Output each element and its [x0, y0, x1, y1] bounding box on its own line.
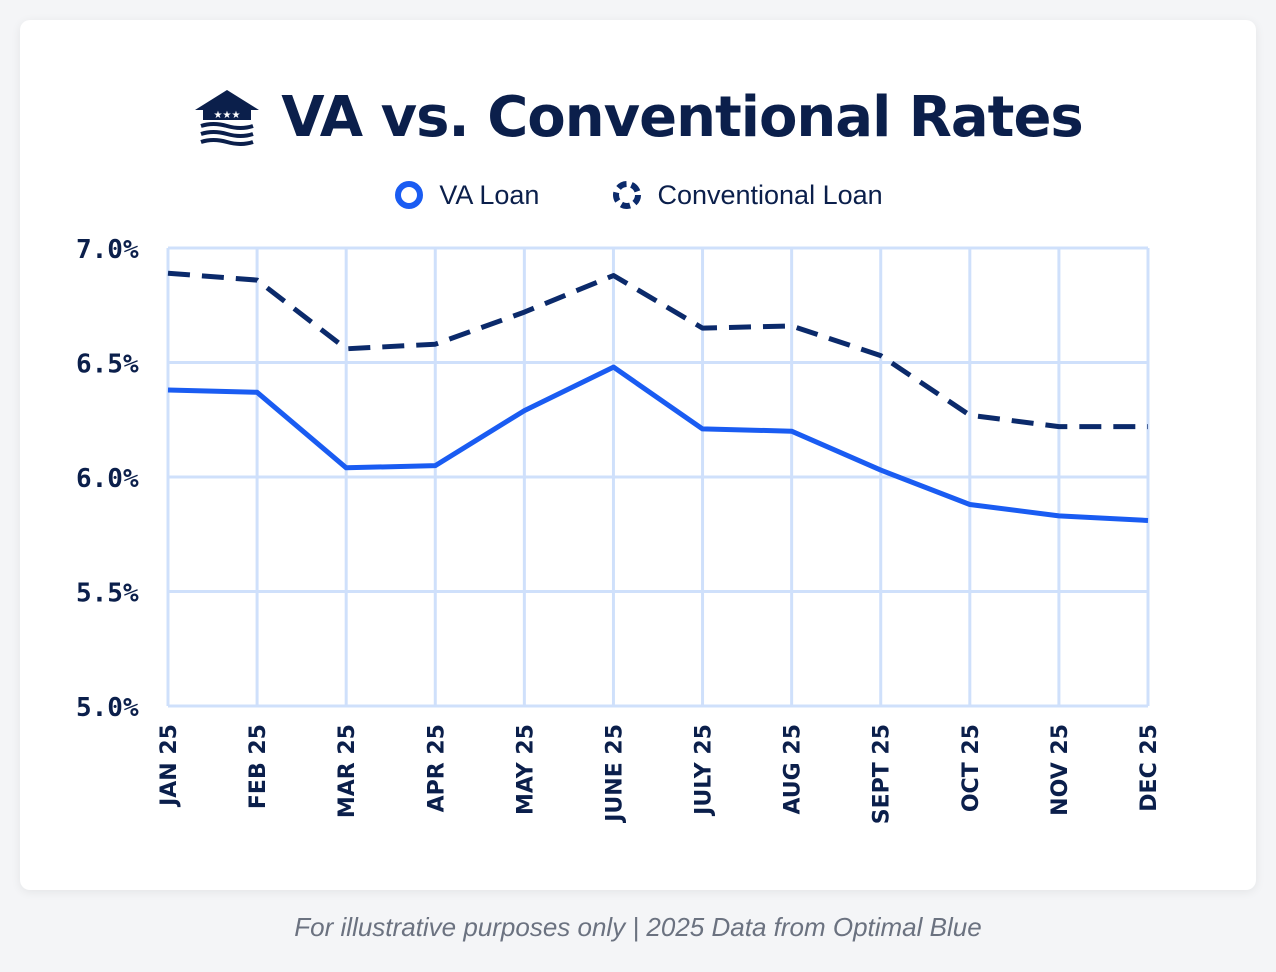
- y-tick-label: 7.0%: [76, 235, 139, 265]
- legend-label-conventional: Conventional Loan: [657, 179, 883, 210]
- x-tick-label: MAY 25: [513, 724, 538, 815]
- x-tick-label: NOV 25: [1048, 724, 1073, 816]
- legend-marker-conventional-icon: [613, 181, 642, 209]
- series-lines: [167, 270, 1149, 523]
- y-tick-label: 6.5%: [76, 350, 139, 380]
- x-tick-label: MAR 25: [335, 724, 360, 818]
- series-line-conventional-loan: [167, 270, 1148, 430]
- x-tick-label: OCT 25: [959, 724, 984, 812]
- x-axis-ticks: JAN 25 FEB 25 MAR 25 APR 25 MAY 25 JUNE 25 JUL…: [157, 724, 1162, 824]
- y-tick-label: 5.0%: [76, 693, 139, 723]
- x-tick-label: DEC 25: [1137, 724, 1162, 812]
- x-tick-label: SEPT 25: [870, 724, 895, 824]
- chart-card: ★★★ VA vs. Conventional Rates VA Loan Co…: [20, 20, 1256, 890]
- x-tick-label: FEB 25: [246, 724, 271, 809]
- legend: VA Loan Conventional Loan: [20, 175, 1256, 215]
- title-row: ★★★ VA vs. Conventional Rates: [20, 82, 1256, 152]
- legend-label-va: VA Loan: [439, 179, 540, 210]
- series-line-va-loan: [167, 364, 1149, 523]
- x-tick-label: JAN 25: [157, 724, 182, 808]
- x-tick-label: APR 25: [424, 724, 449, 812]
- chart-title: VA vs. Conventional Rates: [281, 84, 1084, 150]
- house-with-stars-logo-icon: ★★★: [195, 90, 260, 146]
- y-axis-ticks: 7.0% 6.5% 6.0% 5.5% 5.0%: [76, 235, 139, 723]
- line-chart: 7.0% 6.5% 6.0% 5.5% 5.0% JAN 25 FEB 25 MAR 25 A…: [76, 235, 1162, 824]
- legend-item-va-loan: VA Loan: [393, 179, 539, 211]
- legend-item-conventional-loan: Conventional Loan: [611, 179, 883, 211]
- grid-lines: [166, 246, 1150, 708]
- svg-text:★★★: ★★★: [214, 110, 241, 121]
- legend-marker-va-icon: [395, 181, 424, 209]
- x-tick-label: JULY 25: [692, 724, 717, 817]
- x-tick-label: JUNE 25: [602, 724, 627, 824]
- x-tick-label: AUG 25: [781, 724, 806, 815]
- y-tick-label: 6.0%: [76, 464, 139, 494]
- footnote: For illustrative purposes only | 2025 Da…: [294, 912, 982, 942]
- y-tick-label: 5.5%: [76, 579, 139, 609]
